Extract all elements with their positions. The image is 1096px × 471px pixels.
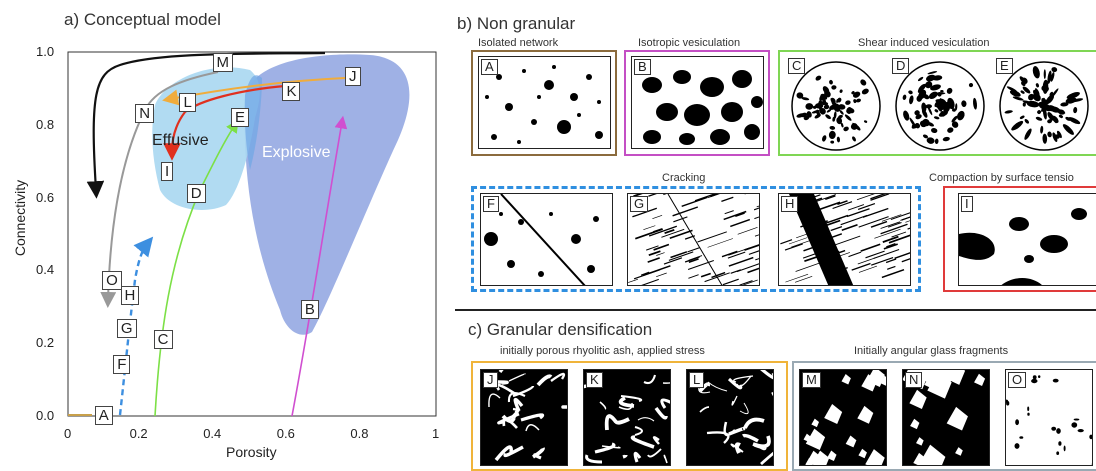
marker-F: F [113, 355, 131, 375]
effusive-overlap [244, 75, 262, 170]
sample-C: C [786, 56, 886, 152]
angular-label: Initially angular glass fragments [854, 345, 1009, 357]
sample-tag-O: O [1008, 372, 1027, 388]
sample-tag-F: F [483, 196, 499, 212]
sample-tag-K: K [586, 372, 603, 388]
x-tick-label: 0.8 [350, 426, 369, 441]
y-axis-label: Connectivity [12, 179, 29, 257]
y-tick-label: 0.2 [36, 335, 55, 351]
rhyolitic-label: initially porous rhyolitic ash, applied … [500, 345, 705, 357]
path-gray [100, 71, 219, 308]
section-divider [455, 309, 1096, 311]
effusive-label: Effusive [152, 132, 209, 149]
compaction-label: Compaction by surface tensio [929, 172, 1074, 184]
marker-J: J [345, 67, 361, 87]
shear-label: Shear induced vesiculation [858, 37, 990, 49]
x-tick-label: 0.4 [203, 426, 222, 441]
x-tick-label: 0.2 [129, 426, 148, 441]
isolated-network-label: Isolated network [478, 37, 559, 49]
marker-K: K [282, 82, 301, 102]
panel-b-title: b) Non granular [457, 14, 576, 33]
sample-tag-B: B [634, 59, 651, 75]
x-tick-label: 0.6 [276, 426, 295, 441]
sample-G: G [627, 193, 760, 286]
sample-tag-H: H [781, 196, 799, 212]
sample-tag-E: E [996, 58, 1013, 74]
marker-M: M [212, 52, 234, 72]
x-tick-label: 1 [432, 426, 440, 441]
sample-B: B [631, 56, 764, 149]
sample-tag-N: N [905, 372, 923, 388]
sample-I: I [958, 193, 1096, 286]
path-magenta [291, 115, 348, 417]
compaction-frame [943, 186, 1096, 292]
marker-I: I [161, 162, 174, 182]
sample-tag-A: A [481, 59, 498, 75]
marker-H: H [120, 285, 140, 305]
sample-tag-C: C [788, 58, 806, 74]
isolated-network-frame [471, 50, 617, 156]
marker-A: A [94, 406, 113, 425]
marker-C: C [153, 329, 173, 349]
x-axis-label: Porosity [226, 444, 277, 460]
panel-c-title: c) Granular densification [468, 320, 653, 339]
y-tick-label: 0.4 [36, 262, 55, 278]
marker-N: N [135, 103, 155, 123]
sample-tag-D: D [892, 58, 910, 74]
panel-a-title: a) Conceptual model [64, 10, 221, 29]
y-tick-label: 0.6 [36, 189, 55, 205]
sample-tag-J: J [483, 372, 498, 388]
isotropic-frame [624, 50, 770, 156]
cracking-frame [471, 186, 921, 292]
sample-O: O [1005, 369, 1093, 466]
shear-frame [778, 50, 1096, 156]
sample-M: M [799, 369, 887, 466]
sample-F: F [480, 193, 613, 286]
marker-E: E [230, 107, 249, 127]
marker-O: O [102, 271, 122, 291]
sample-tag-G: G [630, 196, 649, 212]
sample-J: J [480, 369, 568, 466]
y-tick-label: 1.0 [36, 44, 55, 59]
sample-tag-L: L [689, 372, 705, 388]
sample-tag-I: I [961, 196, 973, 212]
sample-D: D [890, 56, 990, 152]
marker-G: G [116, 318, 137, 338]
plot-frame [67, 51, 437, 417]
path-black [86, 51, 326, 199]
marker-L: L [179, 92, 196, 112]
sample-A: A [478, 56, 611, 149]
isotropic-label: Isotropic vesiculation [638, 37, 741, 49]
sample-H: H [778, 193, 911, 286]
marker-B: B [300, 300, 319, 320]
sample-N: N [902, 369, 990, 466]
y-tick-label: 0.0 [36, 408, 55, 423]
marker-D: D [186, 183, 206, 203]
sample-L: L [686, 369, 774, 466]
x-tick-label: 0 [64, 426, 72, 441]
explosive-label: Explosive [262, 144, 331, 161]
sample-E: E [994, 56, 1094, 152]
sample-tag-M: M [802, 372, 821, 388]
cracking-label: Cracking [662, 172, 706, 184]
path-green [154, 119, 239, 417]
sample-K: K [583, 369, 671, 466]
explosive-region [244, 54, 410, 335]
y-tick-label: 0.8 [36, 116, 55, 132]
